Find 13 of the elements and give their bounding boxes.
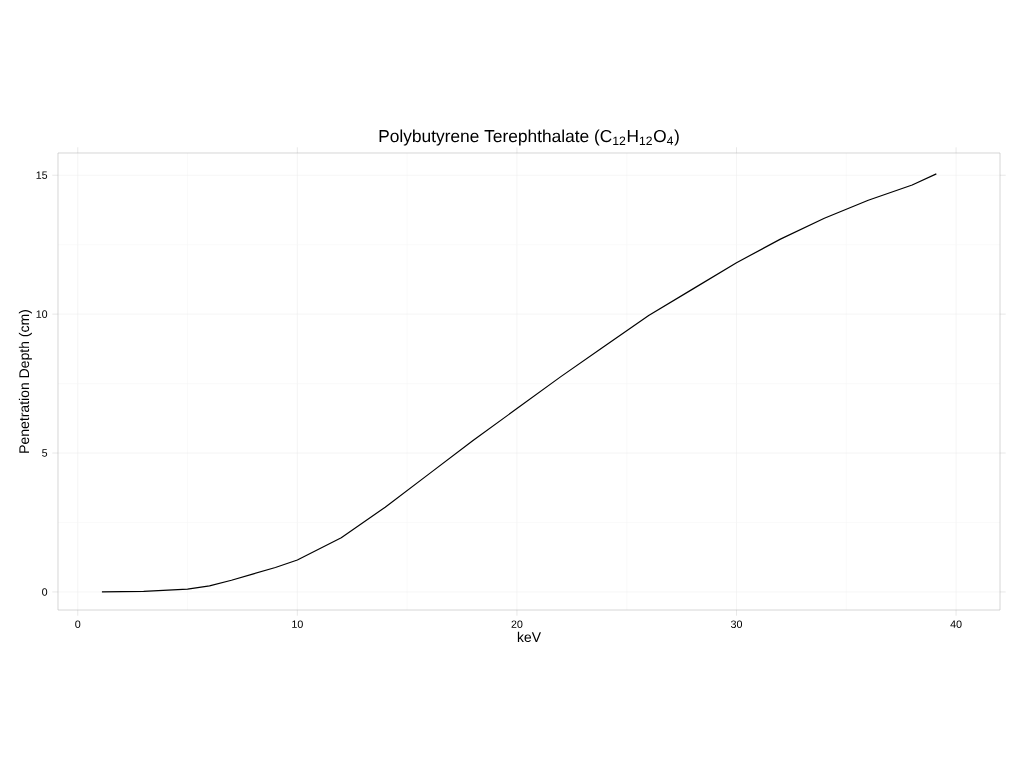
y-tick-label: 10 <box>36 310 48 318</box>
line-series <box>101 173 937 593</box>
x-tick-label: 40 <box>950 620 962 628</box>
x-axis-title: keV <box>517 631 541 643</box>
x-tick-label: 20 <box>511 620 523 628</box>
x-tick-label: 30 <box>730 620 743 628</box>
y-axis-title: Penetration Depth (cm) <box>18 310 32 453</box>
x-tick-label: 0 <box>75 620 81 628</box>
x-tick-label: 10 <box>292 620 303 628</box>
y-tick-label: 15 <box>36 171 48 179</box>
y-tick-label: 0 <box>42 588 48 596</box>
chart-title: Polybutyrene Terephthalate (C$_{12}$H$_{12}$O$_{4}$) <box>379 129 679 146</box>
y-tick-label: 5 <box>42 449 48 457</box>
